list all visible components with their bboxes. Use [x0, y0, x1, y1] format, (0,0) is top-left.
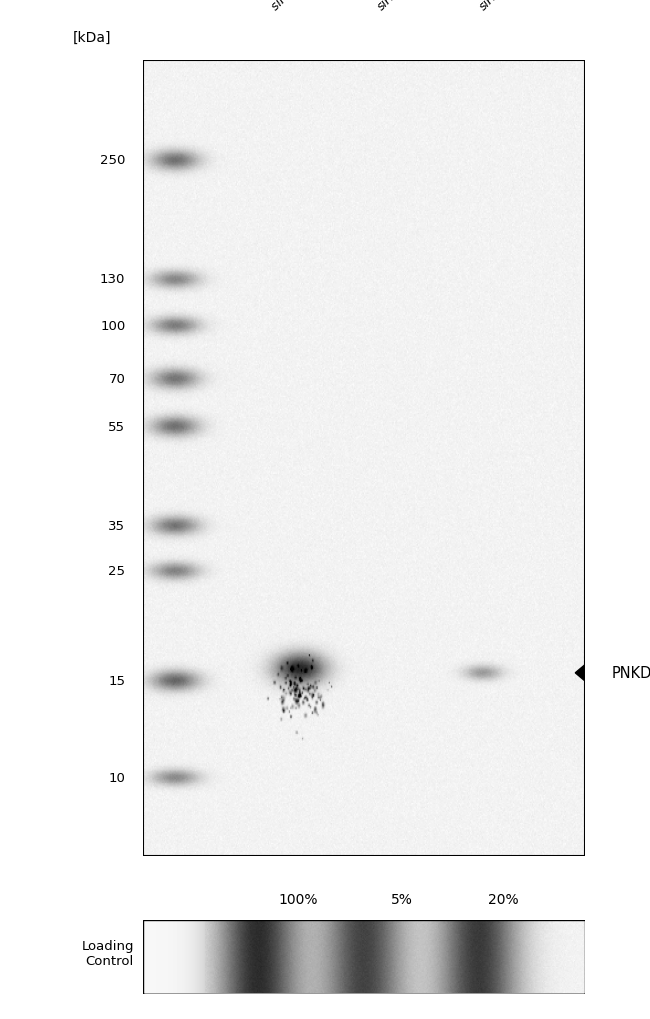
- Text: PNKD: PNKD: [612, 665, 650, 681]
- Text: 20%: 20%: [488, 892, 519, 906]
- Text: siRNA#1: siRNA#1: [375, 0, 423, 13]
- Text: 35: 35: [109, 520, 125, 533]
- Text: 10: 10: [109, 771, 125, 785]
- Text: [kDa]: [kDa]: [72, 32, 111, 45]
- FancyArrow shape: [575, 662, 607, 685]
- Text: 100%: 100%: [278, 892, 317, 906]
- Text: 250: 250: [100, 154, 125, 167]
- Text: siRNA#2: siRNA#2: [476, 0, 525, 13]
- Text: siRNA ctrl: siRNA ctrl: [269, 0, 321, 13]
- Text: 55: 55: [109, 420, 125, 433]
- Text: 5%: 5%: [391, 892, 413, 906]
- Text: 15: 15: [109, 675, 125, 688]
- Text: 130: 130: [100, 273, 125, 286]
- Text: Loading
Control: Loading Control: [81, 940, 134, 967]
- Text: 100: 100: [100, 319, 125, 332]
- Text: 70: 70: [109, 373, 125, 385]
- Text: 25: 25: [109, 565, 125, 578]
